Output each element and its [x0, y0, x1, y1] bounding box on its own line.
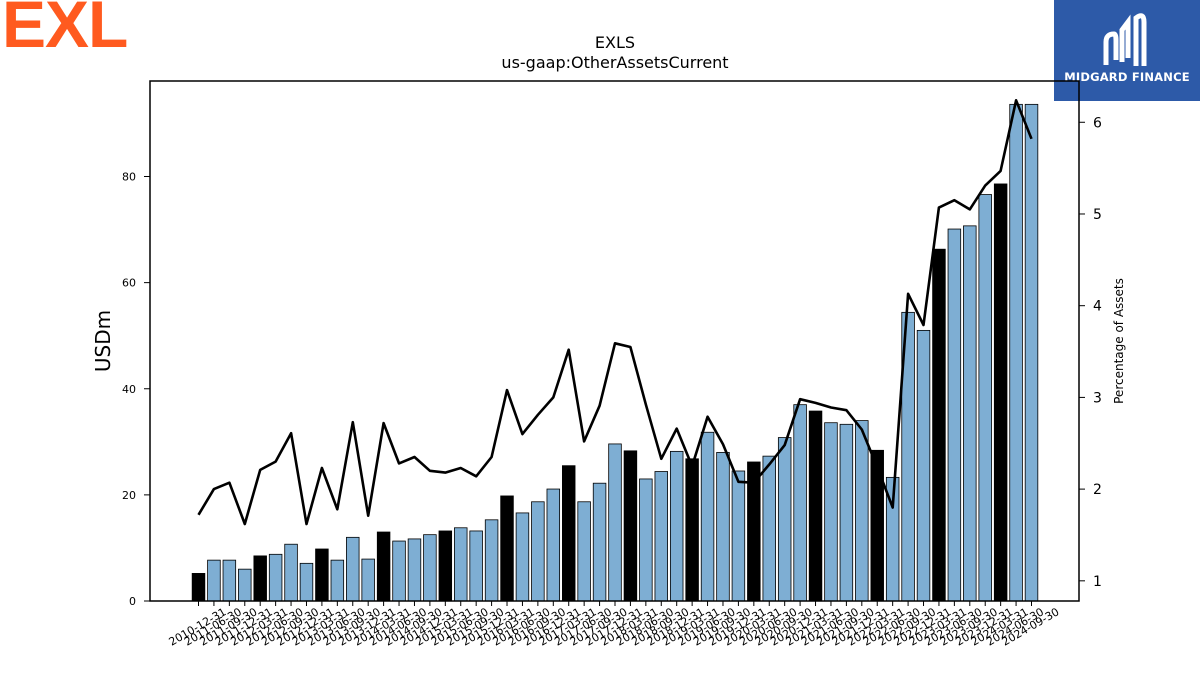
bar: [299, 562, 314, 602]
bar: [592, 482, 607, 602]
bar: [762, 455, 776, 602]
bar: [268, 553, 283, 602]
bar: [654, 471, 669, 602]
bar: [500, 495, 514, 602]
midgard-finance-label: MIDGARD FINANCE: [1064, 70, 1190, 84]
x-axis-ticks: 2010-12-312011-06-302011-09-302011-12-31…: [167, 601, 1062, 649]
bar: [993, 183, 1008, 602]
y2-tick-label: 3: [1093, 390, 1102, 406]
bar: [361, 558, 375, 602]
bar: [253, 555, 267, 602]
bar: [839, 423, 854, 602]
y2-tick-label: 4: [1093, 299, 1102, 315]
bar: [284, 543, 298, 602]
plot-frame: [149, 80, 1080, 602]
y2-tick-label: 2: [1093, 482, 1102, 498]
bar: [777, 437, 792, 602]
bar: [407, 538, 422, 602]
y-tick-label: 60: [122, 277, 136, 290]
bar: [963, 225, 977, 602]
exl-logo: EXL: [2, 0, 128, 61]
midgard-logo-icon: [1103, 13, 1147, 66]
y-tick-label: 0: [129, 595, 136, 608]
bar: [947, 228, 962, 602]
y-tick-label: 40: [122, 383, 136, 396]
bar: [454, 527, 468, 602]
bar: [577, 501, 591, 602]
y2-axis-ticks: 1 2 3 4 5 6: [1079, 115, 1102, 590]
bar: [238, 568, 252, 602]
bar: [855, 420, 869, 602]
y2-tick-label: 1: [1093, 574, 1102, 590]
y-tick-label: 80: [122, 171, 136, 184]
bar: [793, 404, 807, 602]
bar: [515, 512, 530, 602]
line-series: [197, 99, 1033, 526]
bar: [669, 450, 684, 602]
bar: [315, 548, 329, 602]
bar: [469, 530, 483, 602]
bar: [207, 559, 221, 602]
y-axis-ticks: 0 20 40 60 80: [122, 171, 150, 608]
y-axis-label: USDm: [91, 310, 115, 372]
bar: [932, 248, 946, 602]
bar-series: [191, 103, 1039, 602]
bar: [639, 478, 653, 602]
bar: [222, 559, 237, 602]
bar: [546, 488, 561, 602]
bar: [330, 559, 345, 602]
bar: [1024, 103, 1039, 602]
bar: [700, 431, 715, 602]
percentage-line: [197, 99, 1033, 526]
bar: [484, 519, 499, 602]
bar: [978, 194, 992, 602]
bar: [808, 410, 823, 602]
bar: [423, 534, 437, 602]
bar: [1009, 103, 1023, 602]
bar: [623, 450, 638, 602]
y2-tick-label: 5: [1093, 207, 1102, 223]
bar: [824, 422, 838, 602]
chart-subtitle: us-gaap:OtherAssetsCurrent: [501, 53, 728, 72]
bar: [731, 470, 746, 602]
bar: [438, 530, 453, 602]
y2-tick-label: 6: [1093, 115, 1102, 131]
chart-title: EXLS: [595, 33, 635, 52]
bar: [191, 573, 206, 602]
y2-axis-label: Percentage of Assets: [1112, 278, 1126, 404]
bar: [392, 540, 406, 602]
bar: [716, 452, 730, 602]
bar: [685, 458, 699, 602]
bar: [870, 449, 884, 602]
bar: [346, 536, 360, 602]
bar: [376, 531, 391, 602]
y-tick-label: 20: [122, 489, 136, 502]
bar: [561, 465, 576, 602]
bar: [608, 443, 622, 602]
bar: [916, 329, 931, 602]
bar: [531, 501, 545, 602]
